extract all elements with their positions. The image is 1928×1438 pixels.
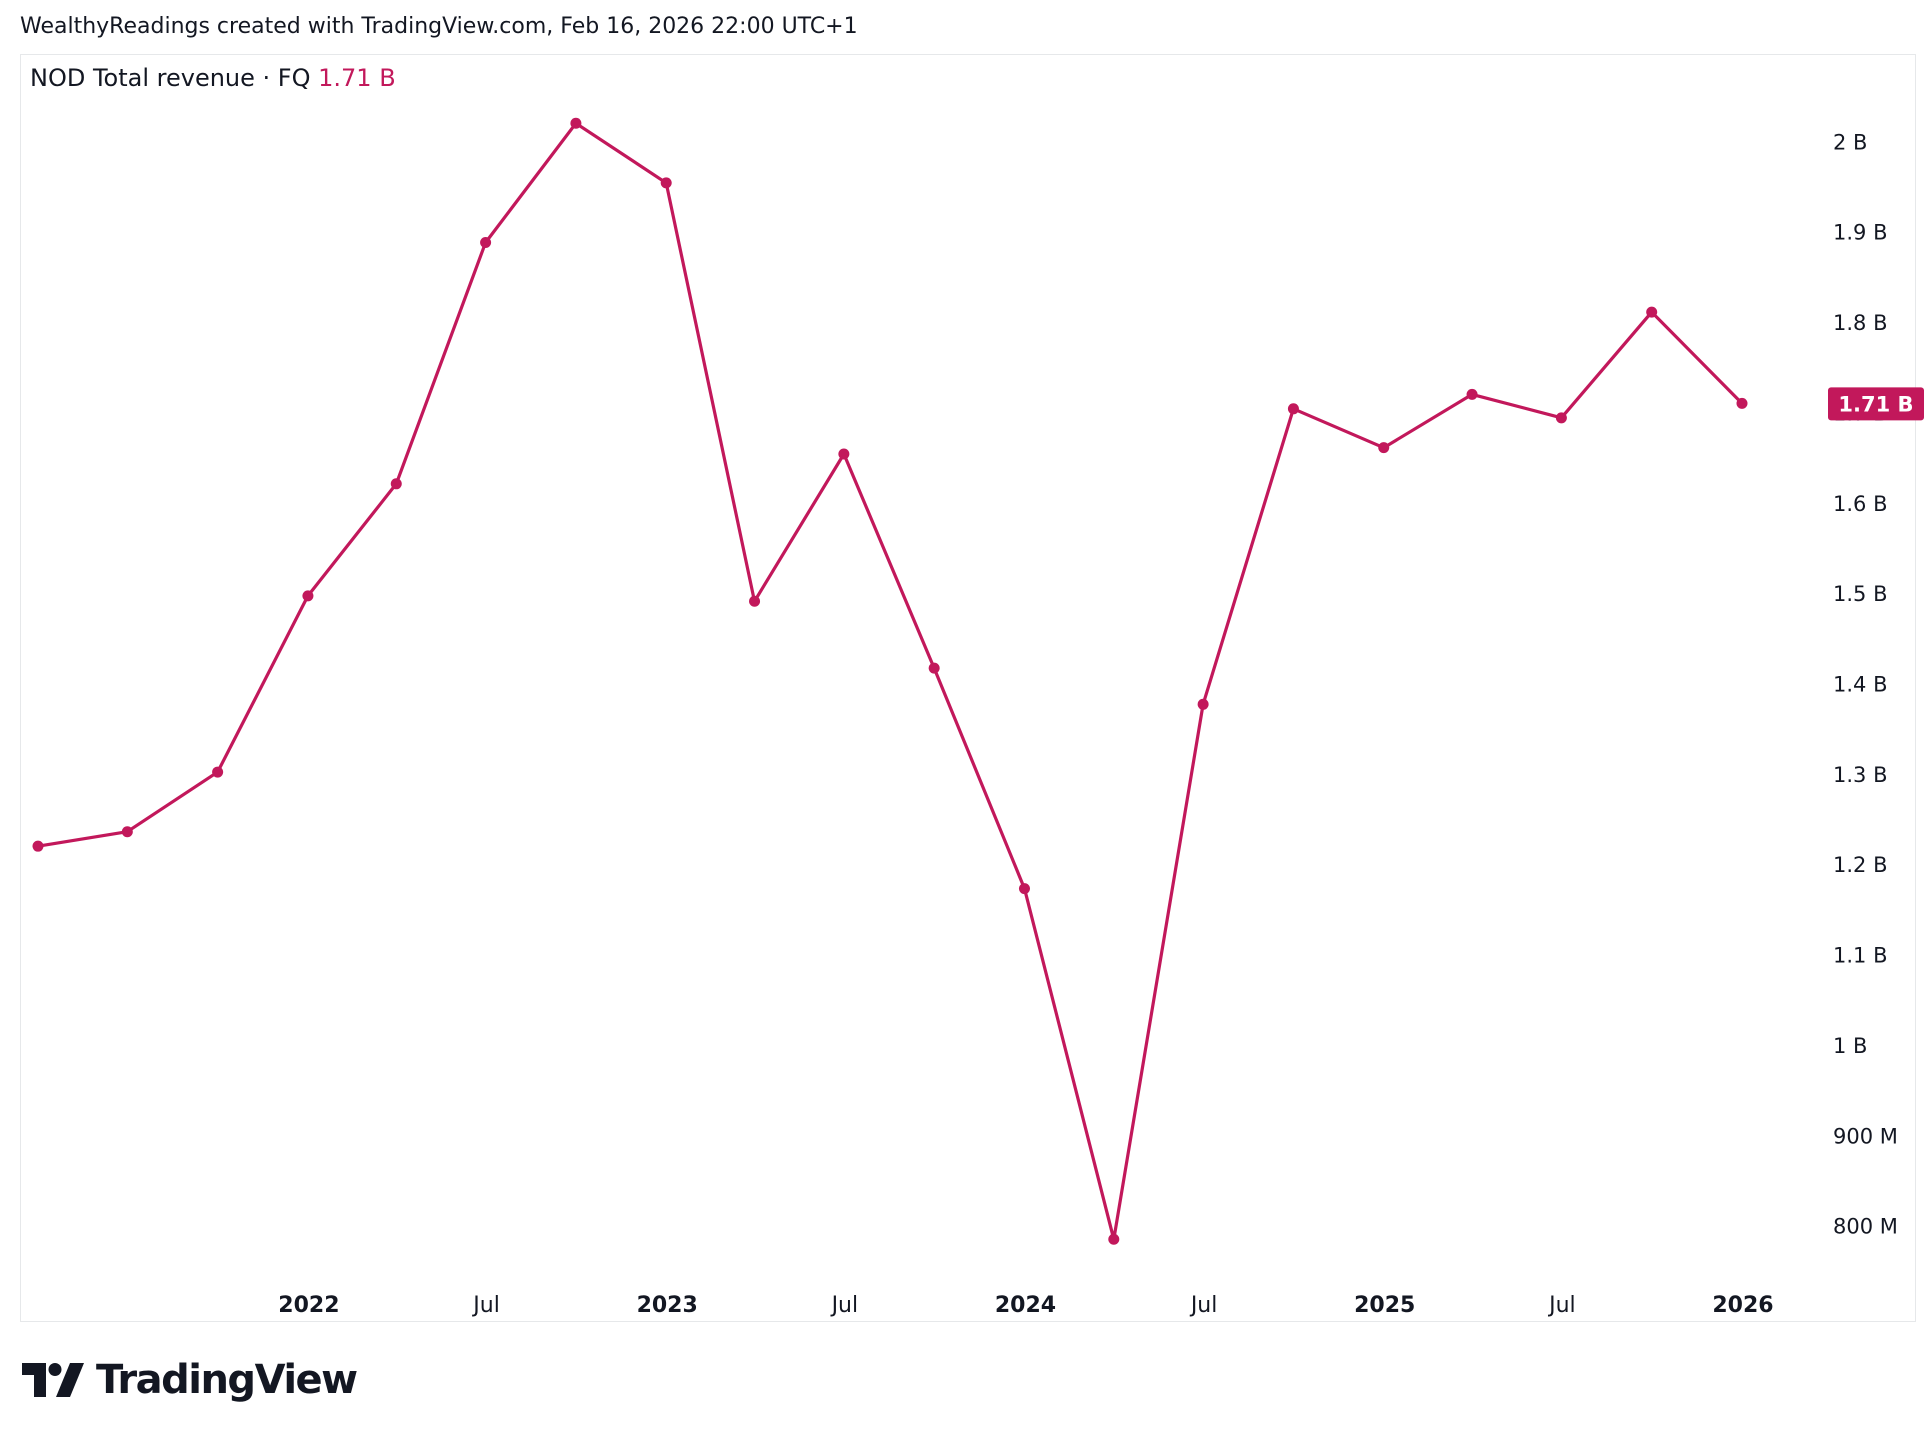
data-point [1197, 698, 1209, 710]
y-tick-label: 1.3 B [1833, 763, 1887, 787]
y-tick-label: 1.6 B [1833, 492, 1887, 516]
data-point [121, 826, 133, 838]
y-tick-label: 1.5 B [1833, 582, 1887, 606]
chart-frame [20, 54, 1916, 1322]
x-tick-label: Jul [1547, 1293, 1576, 1318]
x-tick-label: 2023 [637, 1293, 698, 1318]
data-point [660, 177, 672, 189]
y-tick-label: 1.4 B [1833, 673, 1887, 697]
x-tick-label: 2022 [278, 1293, 339, 1318]
attribution-text: WealthyReadings created with TradingView… [20, 14, 858, 39]
tradingview-brand[interactable]: TradingView [22, 1357, 358, 1403]
last-value-badge [1828, 387, 1924, 421]
x-tick-label: 2024 [995, 1293, 1056, 1318]
y-tick-label: 2 B [1833, 130, 1867, 154]
y-tick-label: 1.9 B [1833, 221, 1887, 245]
data-point [480, 237, 492, 249]
legend-last-value: 1.71 B [318, 64, 396, 92]
data-point [749, 595, 761, 607]
tradingview-logo-icon [22, 1363, 84, 1397]
data-point [1555, 412, 1567, 424]
legend-title: NOD Total revenue · FQ [30, 64, 311, 92]
data-point [1287, 403, 1299, 415]
data-point [1018, 883, 1030, 895]
y-tick-label: 1 B [1833, 1034, 1867, 1058]
data-point [1108, 1233, 1120, 1245]
x-tick-label: 2026 [1712, 1293, 1773, 1318]
x-tick-label: Jul [1189, 1293, 1218, 1318]
series-line [36, 121, 1744, 1241]
data-point [1378, 442, 1390, 454]
data-point [838, 448, 850, 460]
y-tick-label: 1.1 B [1833, 944, 1887, 968]
chart-legend[interactable]: NOD Total revenue · FQ 1.71 B [30, 64, 396, 92]
data-point [570, 117, 582, 129]
x-tick-label: Jul [471, 1293, 500, 1318]
x-tick-label: Jul [830, 1293, 859, 1318]
data-point [390, 478, 402, 490]
brand-name: TradingView [96, 1357, 358, 1403]
data-point [1736, 397, 1748, 409]
last-value-badge-label: 1.71 B [1838, 392, 1913, 416]
y-tick-label: 800 M [1833, 1215, 1898, 1239]
data-point [302, 590, 314, 602]
y-tick-label: 1.8 B [1833, 311, 1887, 335]
y-tick-label: 1.2 B [1833, 853, 1887, 877]
x-tick-label: 2025 [1354, 1293, 1415, 1318]
data-point [32, 840, 44, 852]
y-tick-label: 900 M [1833, 1124, 1898, 1148]
data-point [928, 662, 940, 674]
data-point [1466, 388, 1478, 400]
data-point [1646, 306, 1658, 318]
data-point [212, 766, 224, 778]
